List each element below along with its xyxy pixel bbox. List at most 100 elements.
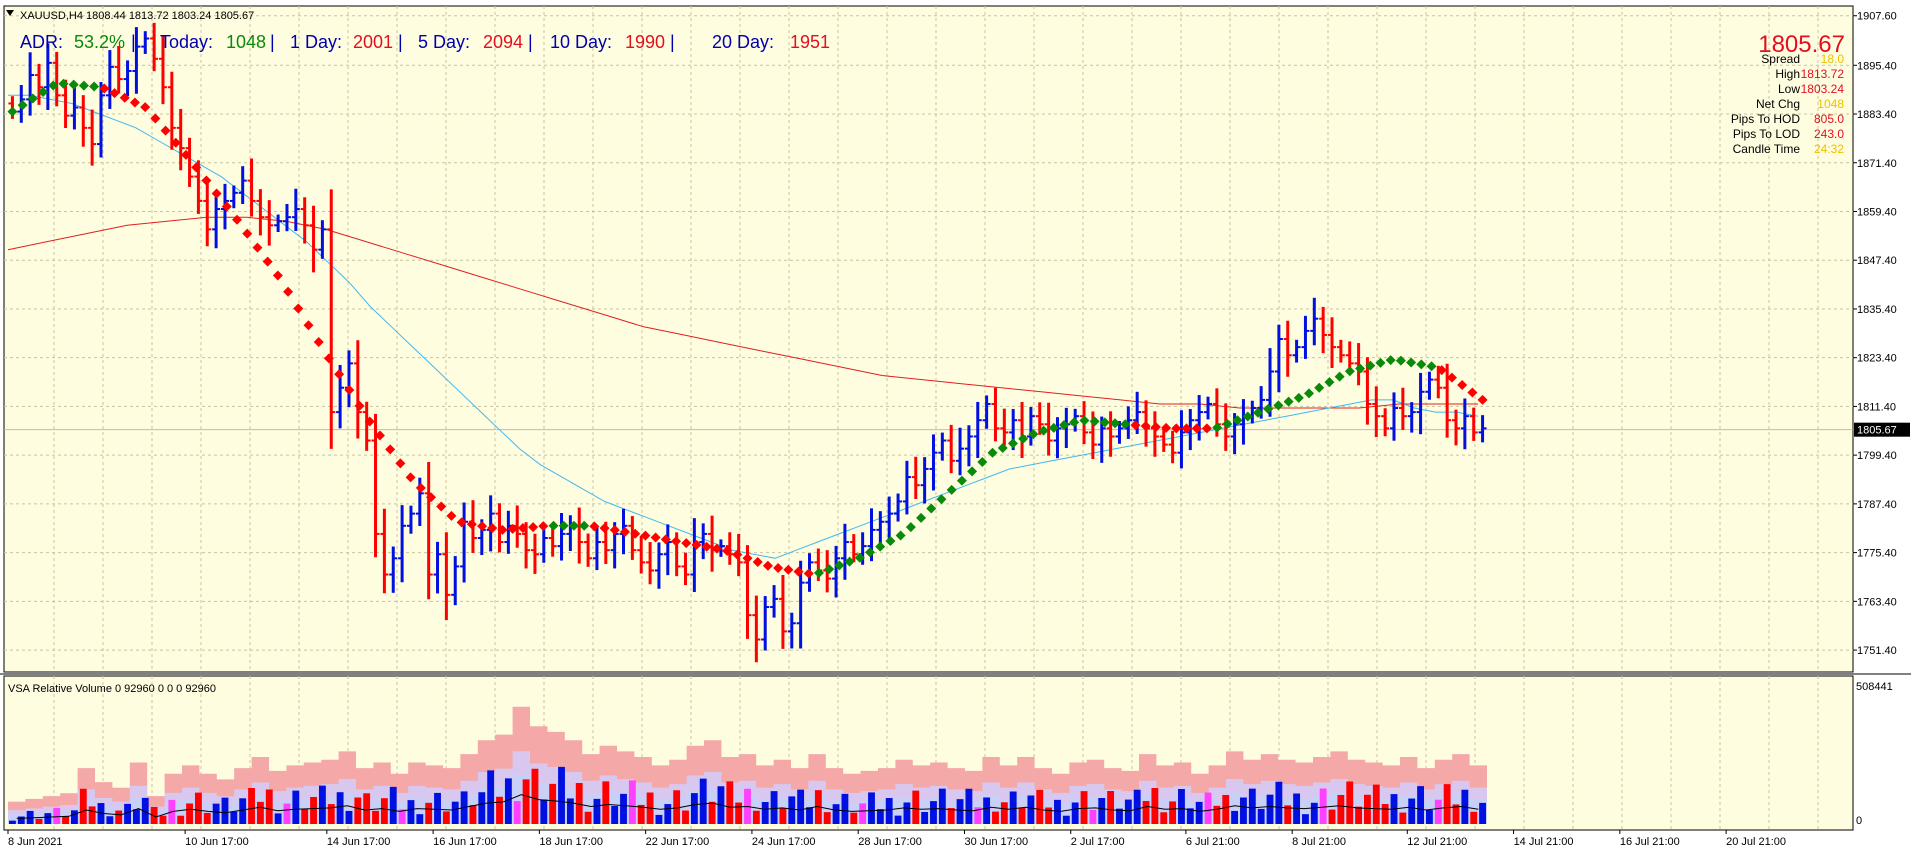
ohlc-bar — [592, 527, 601, 571]
trend-dot — [1018, 433, 1029, 444]
y-tick-label: 1871.40 — [1857, 158, 1897, 170]
trend-dot — [844, 556, 855, 567]
ohlc-bar — [1177, 410, 1186, 469]
x-tick-label: 30 Jun 17:00 — [964, 836, 1028, 848]
y-tick-label: 1847.40 — [1857, 255, 1897, 267]
trend-dot — [1171, 423, 1182, 434]
y-tick-label: 1787.40 — [1857, 499, 1897, 511]
x-tick-label: 8 Jul 21:00 — [1292, 836, 1346, 848]
ohlc-bar — [796, 560, 805, 649]
x-tick-label: 14 Jul 21:00 — [1514, 836, 1574, 848]
slow-moving-average — [7, 216, 1479, 409]
x-tick-label: 12 Jul 21:00 — [1407, 836, 1467, 848]
ohlc-bar — [212, 196, 221, 249]
ohlc-bar — [637, 535, 646, 574]
ohlc-bar — [539, 529, 548, 563]
ohlc-bar — [43, 43, 52, 110]
d1-label: 1 Day: — [290, 32, 342, 52]
d1-separator: | — [398, 32, 403, 52]
trend-dot — [27, 93, 38, 104]
price-axis: 1751.40 1763.40 1775.40 1787.40 1799.40 1811.… — [1853, 11, 1910, 657]
trend-dot — [1436, 365, 1447, 376]
trend-dot — [1069, 417, 1080, 428]
ohlc-bar — [300, 197, 309, 244]
info-row: Candle Time 24:32 — [1733, 142, 1845, 156]
trend-dot — [436, 501, 447, 512]
trend-dot — [323, 353, 334, 364]
x-tick-label: 28 Jun 17:00 — [858, 836, 922, 848]
ohlc-bar — [628, 516, 637, 560]
d20-value: 1951 — [790, 32, 830, 52]
d10-separator: | — [670, 32, 675, 52]
ohlc-bar — [522, 522, 531, 569]
trend-dot — [78, 80, 89, 91]
trend-dot — [732, 549, 743, 560]
trend-dot — [1232, 415, 1243, 426]
trend-dot — [609, 525, 620, 536]
trend-dot — [1058, 420, 1069, 431]
ohlc-bar — [176, 108, 185, 171]
trend-dot — [916, 512, 927, 523]
trend-dot — [813, 567, 824, 578]
x-tick-label: 10 Jun 17:00 — [185, 836, 249, 848]
trend-dot — [415, 482, 426, 493]
x-tick-label: 16 Jul 21:00 — [1620, 836, 1680, 848]
ohlc-bar — [380, 508, 389, 594]
trend-dot — [385, 444, 396, 455]
x-tick-label: 16 Jun 17:00 — [433, 836, 497, 848]
trend-dot — [1038, 425, 1049, 436]
dropdown-arrow-icon[interactable] — [6, 10, 14, 16]
trend-dot — [477, 521, 488, 532]
ohlc-bar — [327, 189, 336, 449]
adr-value: 53.2% — [74, 32, 125, 52]
trend-dot — [783, 564, 794, 575]
trend-dot — [762, 560, 773, 571]
y-tick-label: 1895.40 — [1857, 60, 1897, 72]
ohlc-bar — [1416, 372, 1425, 435]
trend-dot — [221, 201, 232, 212]
ohlc-bar — [699, 523, 708, 560]
today-separator: | — [270, 32, 275, 52]
trend-dot — [1283, 396, 1294, 407]
trend-dot — [1028, 429, 1039, 440]
y-tick-label: 1751.40 — [1857, 645, 1897, 657]
ohlc-bar — [256, 189, 265, 236]
trend-dot — [793, 566, 804, 577]
d10-label: 10 Day: — [550, 32, 612, 52]
trend-dot — [773, 562, 784, 573]
trend-dot — [1375, 357, 1386, 368]
ohlc-bar — [1195, 395, 1204, 441]
y-tick-label: 1835.40 — [1857, 304, 1897, 316]
trend-dot — [1089, 416, 1100, 427]
ohlc-bar — [96, 81, 105, 158]
ohlc-bar — [1398, 387, 1407, 430]
ohlc-bar — [973, 401, 982, 458]
trend-dot — [568, 520, 579, 531]
price-panel[interactable] — [3, 5, 1854, 673]
ohlc-bar — [389, 546, 398, 593]
trend-dot — [1252, 407, 1263, 418]
trend-dot — [150, 113, 161, 124]
info-row-value: 1813.72 — [1801, 67, 1845, 81]
trend-dot — [354, 400, 365, 411]
ohlc-bar — [433, 541, 442, 594]
trend-dot — [446, 510, 457, 521]
y-tick-label: 1763.40 — [1857, 596, 1897, 608]
trend-dot — [742, 553, 753, 564]
info-price: 1805.67 — [1758, 31, 1845, 58]
trend-dots — [7, 78, 1488, 579]
ohlc-bar — [832, 545, 841, 598]
ohlc-bar — [203, 177, 212, 247]
trend-dot — [1334, 371, 1345, 382]
adr-separator: | — [131, 32, 136, 52]
info-row-value: 24:32 — [1814, 142, 1844, 156]
y-tick-label: 1811.40 — [1857, 401, 1896, 413]
info-row: Pips To LOD 243.0 — [1733, 127, 1844, 141]
ohlc-bar — [1443, 363, 1452, 438]
ohlc-bar — [1372, 386, 1381, 438]
ohlc-bar — [1425, 371, 1434, 400]
ohlc-bar — [141, 31, 150, 54]
trend-dot — [599, 523, 610, 534]
ohlc-bar — [1460, 398, 1469, 450]
